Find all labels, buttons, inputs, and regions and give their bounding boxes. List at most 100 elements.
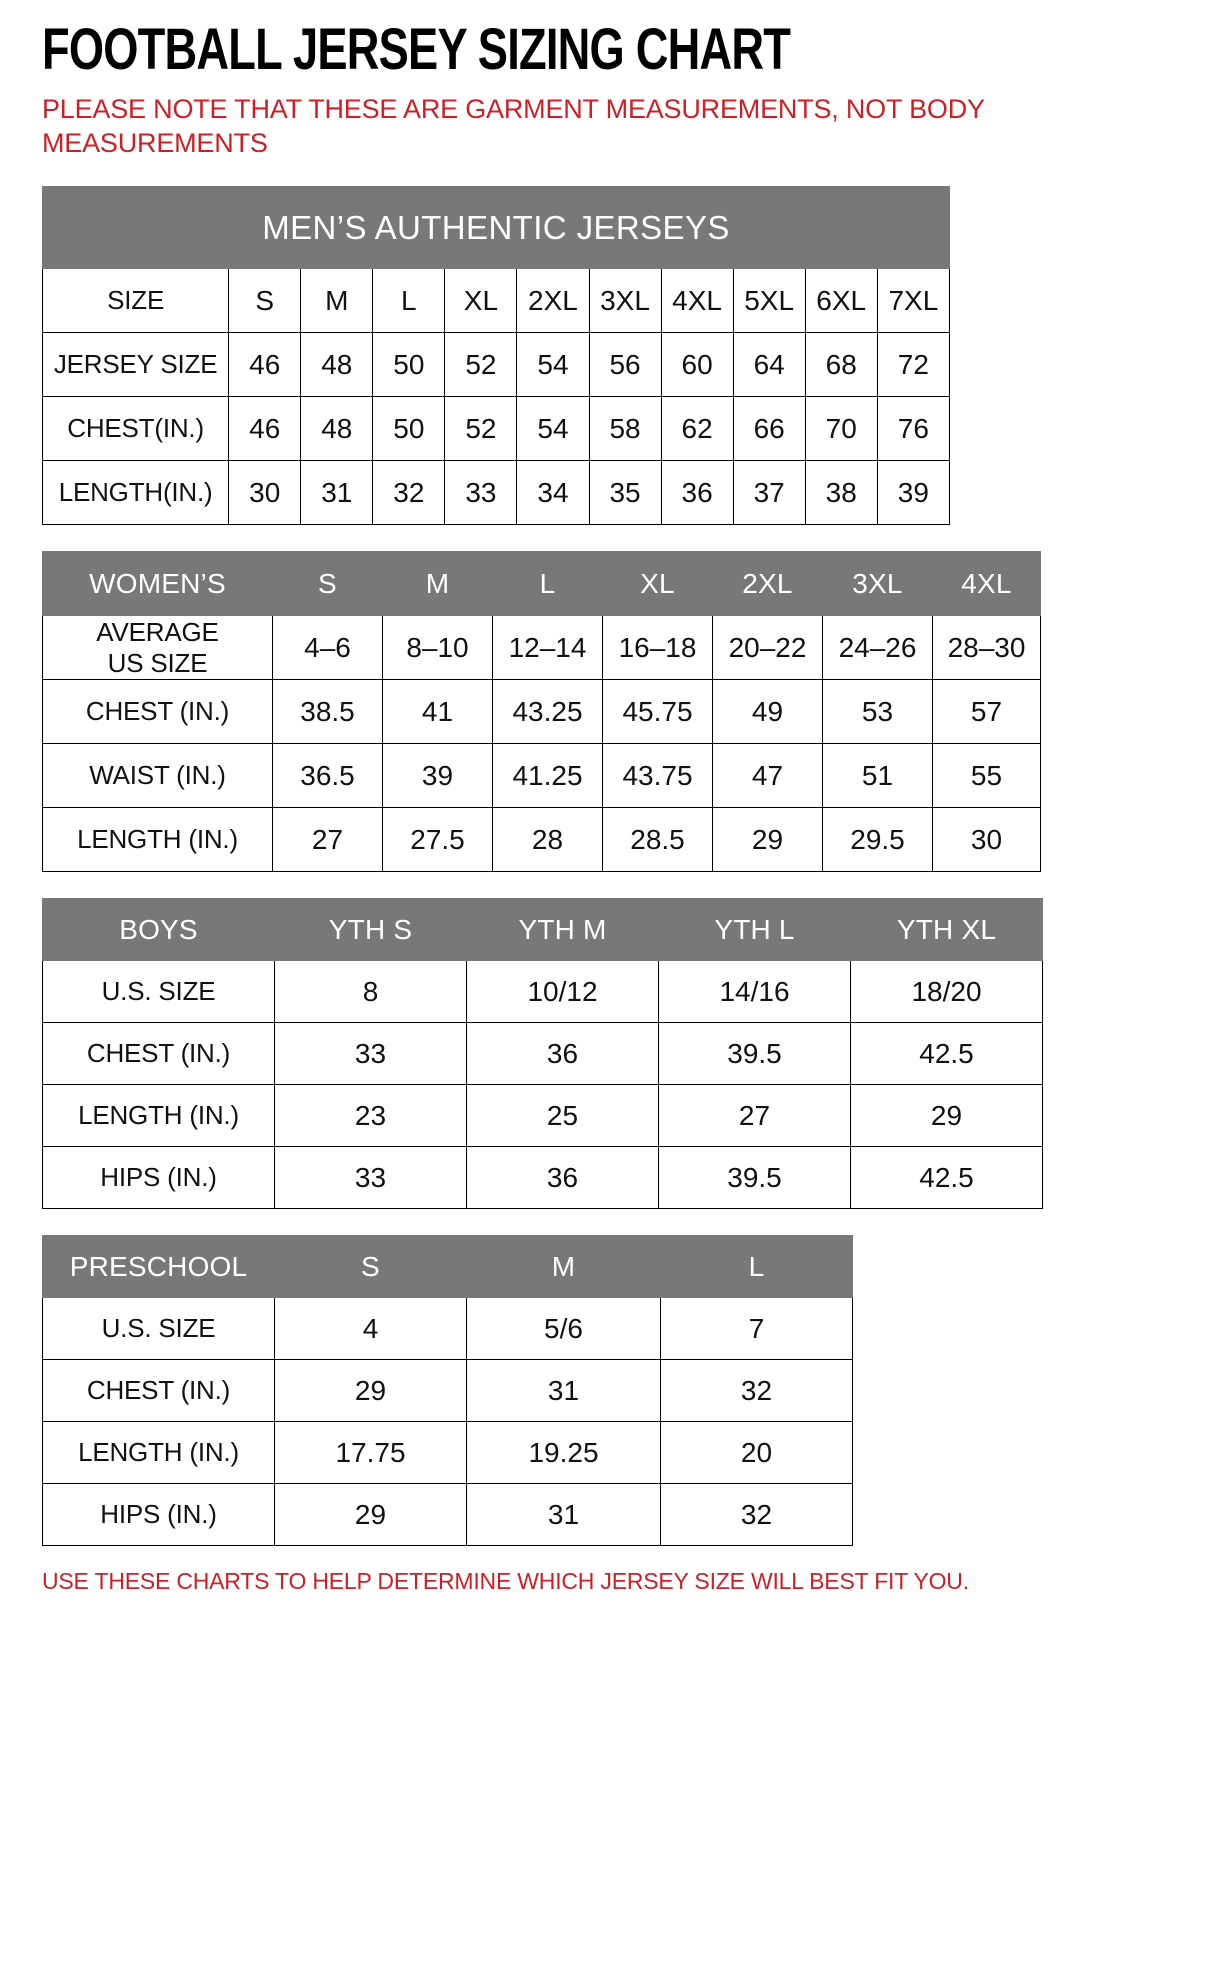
table-cell: 17.75 <box>274 1421 467 1484</box>
footer-note: USE THESE CHARTS TO HELP DETERMINE WHICH… <box>42 1568 969 1594</box>
table-cell: 32 <box>372 460 446 525</box>
row-label: CHEST (IN.) <box>42 1022 275 1085</box>
table-cell: 53 <box>822 679 933 744</box>
table-cell: 4–6 <box>272 615 383 680</box>
garment-measurement-note: PLEASE NOTE THAT THESE ARE GARMENT MEASU… <box>42 94 985 158</box>
table-cell: 32 <box>660 1483 853 1546</box>
column-header: XL <box>444 268 518 333</box>
column-header: YTH L <box>658 898 851 961</box>
row-label: JERSEY SIZE <box>41 332 230 397</box>
table-cell: 56 <box>588 332 662 397</box>
table-cell: 50 <box>372 332 446 397</box>
column-header: M <box>382 551 493 616</box>
table-header-row: BOYS YTH S YTH M YTH L YTH XL <box>42 898 1043 961</box>
table-cell: 24–26 <box>822 615 933 680</box>
table-cell: 36 <box>660 460 734 525</box>
column-header: XL <box>602 551 713 616</box>
row-label: LENGTH (IN.) <box>42 1421 275 1484</box>
table-cell: 28 <box>492 807 603 872</box>
column-header: 5XL <box>732 268 806 333</box>
preschool-sizing-table: PRESCHOOL S M L U.S. SIZE 4 5/6 7 CHEST (IN.) 29 3… <box>42 1235 853 1546</box>
table-row: WAIST (IN.) 36.5 39 41.25 43.75 47 51 55 <box>42 743 1041 808</box>
table-banner: WOMEN’S <box>42 551 273 616</box>
column-header: 2XL <box>712 551 823 616</box>
table-row: AVERAGE US SIZE 4–6 8–10 12–14 16–18 20–22 24–2… <box>42 615 1041 680</box>
table-cell: 10/12 <box>466 960 659 1023</box>
table-cell: 52 <box>444 332 518 397</box>
column-header: 3XL <box>822 551 933 616</box>
row-label: HIPS (IN.) <box>42 1483 275 1546</box>
table-cell: 62 <box>660 396 734 461</box>
row-label: CHEST (IN.) <box>42 1359 275 1422</box>
table-cell: 64 <box>732 332 806 397</box>
table-cell: 41.25 <box>492 743 603 808</box>
table-cell: 12–14 <box>492 615 603 680</box>
column-header: M <box>466 1235 661 1298</box>
table-banner: MEN’S AUTHENTIC JERSEYS <box>42 186 950 269</box>
row-label: WAIST (IN.) <box>42 743 273 808</box>
table-row: LENGTH (IN.) 23 25 27 29 <box>42 1084 1043 1147</box>
table-cell: 25 <box>466 1084 659 1147</box>
table-cell: 27 <box>658 1084 851 1147</box>
table-cell: 29 <box>274 1483 467 1546</box>
table-cell: 70 <box>804 396 878 461</box>
table-cell: 39 <box>382 743 493 808</box>
table-cell: 29.5 <box>822 807 933 872</box>
row-label: LENGTH (IN.) <box>42 1084 275 1147</box>
table-cell: 20–22 <box>712 615 823 680</box>
column-header: 2XL <box>516 268 590 333</box>
table-header-row: WOMEN’S S M L XL 2XL 3XL 4XL <box>42 551 1041 616</box>
table-row: CHEST (IN.) 38.5 41 43.25 45.75 49 53 57 <box>42 679 1041 744</box>
table-cell: 43.25 <box>492 679 603 744</box>
table-cell: 54 <box>516 332 590 397</box>
row-label: HIPS (IN.) <box>42 1146 275 1209</box>
table-cell: 36 <box>466 1022 659 1085</box>
table-cell: 57 <box>932 679 1041 744</box>
table-cell: 18/20 <box>850 960 1043 1023</box>
row-label: LENGTH(IN.) <box>41 460 230 525</box>
table-cell: 42.5 <box>850 1146 1043 1209</box>
table-header-row: SIZE S M L XL 2XL 3XL 4XL 5XL 6XL 7XL <box>41 268 951 333</box>
table-header-row: PRESCHOOL S M L <box>42 1235 853 1298</box>
table-cell: 31 <box>466 1359 661 1422</box>
table-cell: 8–10 <box>382 615 493 680</box>
column-header-label: SIZE <box>41 268 230 333</box>
table-row: CHEST (IN.) 33 36 39.5 42.5 <box>42 1022 1043 1085</box>
column-header: 4XL <box>932 551 1041 616</box>
column-header: L <box>492 551 603 616</box>
table-cell: 14/16 <box>658 960 851 1023</box>
table-cell: 16–18 <box>602 615 713 680</box>
table-cell: 20 <box>660 1421 853 1484</box>
table-cell: 43.75 <box>602 743 713 808</box>
table-cell: 60 <box>660 332 734 397</box>
table-cell: 29 <box>274 1359 467 1422</box>
column-header: YTH M <box>466 898 659 961</box>
table-cell: 41 <box>382 679 493 744</box>
table-cell: 28.5 <box>602 807 713 872</box>
table-row: HIPS (IN.) 29 31 32 <box>42 1483 853 1546</box>
column-header: 6XL <box>804 268 878 333</box>
table-cell: 58 <box>588 396 662 461</box>
mens-sizing-table: MEN’S AUTHENTIC JERSEYS SIZE S M L XL 2XL 3XL 4X… <box>41 186 951 525</box>
row-label: LENGTH (IN.) <box>42 807 273 872</box>
row-label-line: US SIZE <box>107 647 208 678</box>
row-label: U.S. SIZE <box>42 1297 275 1360</box>
table-banner-row: MEN’S AUTHENTIC JERSEYS <box>42 186 950 269</box>
table-row: LENGTH (IN.) 27 27.5 28 28.5 29 29.5 30 <box>42 807 1041 872</box>
table-cell: 46 <box>228 332 302 397</box>
table-cell: 8 <box>274 960 467 1023</box>
column-header: S <box>272 551 383 616</box>
table-cell: 66 <box>732 396 806 461</box>
column-header: 4XL <box>660 268 734 333</box>
table-cell: 50 <box>372 396 446 461</box>
table-cell: 68 <box>804 332 878 397</box>
column-header: L <box>372 268 446 333</box>
table-cell: 76 <box>876 396 951 461</box>
table-banner: BOYS <box>42 898 275 961</box>
table-cell: 27 <box>272 807 383 872</box>
table-cell: 51 <box>822 743 933 808</box>
table-row: HIPS (IN.) 33 36 39.5 42.5 <box>42 1146 1043 1209</box>
row-label: AVERAGE US SIZE <box>42 615 273 680</box>
table-cell: 33 <box>274 1146 467 1209</box>
table-cell: 29 <box>850 1084 1043 1147</box>
